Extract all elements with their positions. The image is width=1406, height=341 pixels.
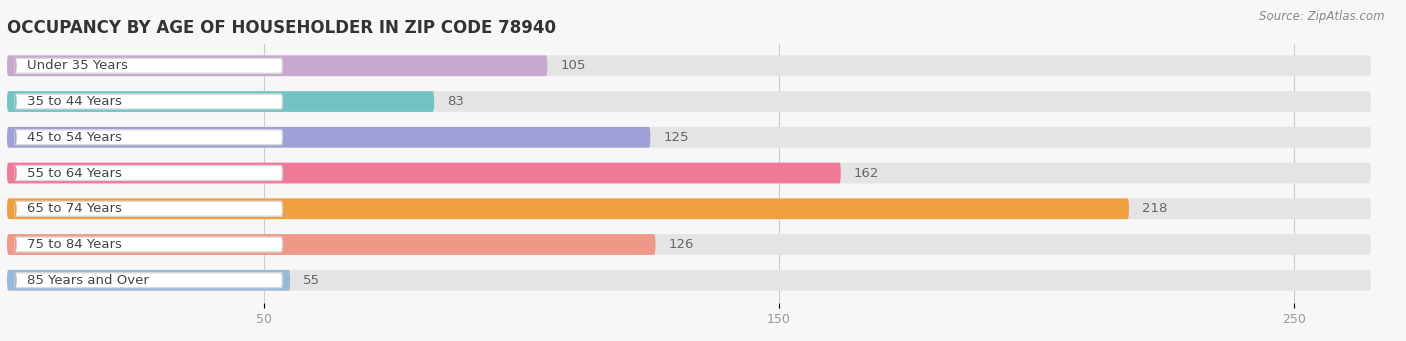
- Circle shape: [14, 166, 17, 180]
- FancyBboxPatch shape: [7, 55, 547, 76]
- Text: 83: 83: [447, 95, 464, 108]
- Text: 45 to 54 Years: 45 to 54 Years: [27, 131, 122, 144]
- Text: 126: 126: [668, 238, 693, 251]
- Text: 55: 55: [302, 274, 321, 287]
- Text: 85 Years and Over: 85 Years and Over: [27, 274, 149, 287]
- Text: 65 to 74 Years: 65 to 74 Years: [27, 202, 122, 215]
- FancyBboxPatch shape: [7, 127, 1371, 148]
- Circle shape: [14, 202, 17, 216]
- Text: 125: 125: [664, 131, 689, 144]
- FancyBboxPatch shape: [7, 163, 1371, 183]
- FancyBboxPatch shape: [14, 165, 283, 180]
- Circle shape: [14, 94, 17, 109]
- FancyBboxPatch shape: [14, 273, 283, 288]
- Circle shape: [14, 130, 17, 145]
- FancyBboxPatch shape: [14, 58, 283, 73]
- FancyBboxPatch shape: [7, 91, 1371, 112]
- Text: OCCUPANCY BY AGE OF HOUSEHOLDER IN ZIP CODE 78940: OCCUPANCY BY AGE OF HOUSEHOLDER IN ZIP C…: [7, 19, 555, 37]
- FancyBboxPatch shape: [14, 130, 283, 145]
- FancyBboxPatch shape: [7, 234, 655, 255]
- Text: 105: 105: [560, 59, 586, 72]
- Text: 162: 162: [853, 166, 879, 179]
- FancyBboxPatch shape: [7, 270, 290, 291]
- Text: Under 35 Years: Under 35 Years: [27, 59, 128, 72]
- Circle shape: [14, 59, 17, 73]
- Text: 55 to 64 Years: 55 to 64 Years: [27, 166, 122, 179]
- FancyBboxPatch shape: [7, 127, 651, 148]
- FancyBboxPatch shape: [7, 198, 1129, 219]
- Text: 75 to 84 Years: 75 to 84 Years: [27, 238, 122, 251]
- FancyBboxPatch shape: [7, 91, 434, 112]
- FancyBboxPatch shape: [7, 198, 1371, 219]
- FancyBboxPatch shape: [7, 163, 841, 183]
- Text: 35 to 44 Years: 35 to 44 Years: [27, 95, 122, 108]
- FancyBboxPatch shape: [14, 237, 283, 252]
- Circle shape: [14, 273, 17, 287]
- Text: 218: 218: [1142, 202, 1167, 215]
- FancyBboxPatch shape: [14, 94, 283, 109]
- FancyBboxPatch shape: [7, 270, 1371, 291]
- FancyBboxPatch shape: [14, 201, 283, 216]
- Circle shape: [14, 237, 17, 252]
- FancyBboxPatch shape: [7, 55, 1371, 76]
- Text: Source: ZipAtlas.com: Source: ZipAtlas.com: [1260, 10, 1385, 23]
- FancyBboxPatch shape: [7, 234, 1371, 255]
